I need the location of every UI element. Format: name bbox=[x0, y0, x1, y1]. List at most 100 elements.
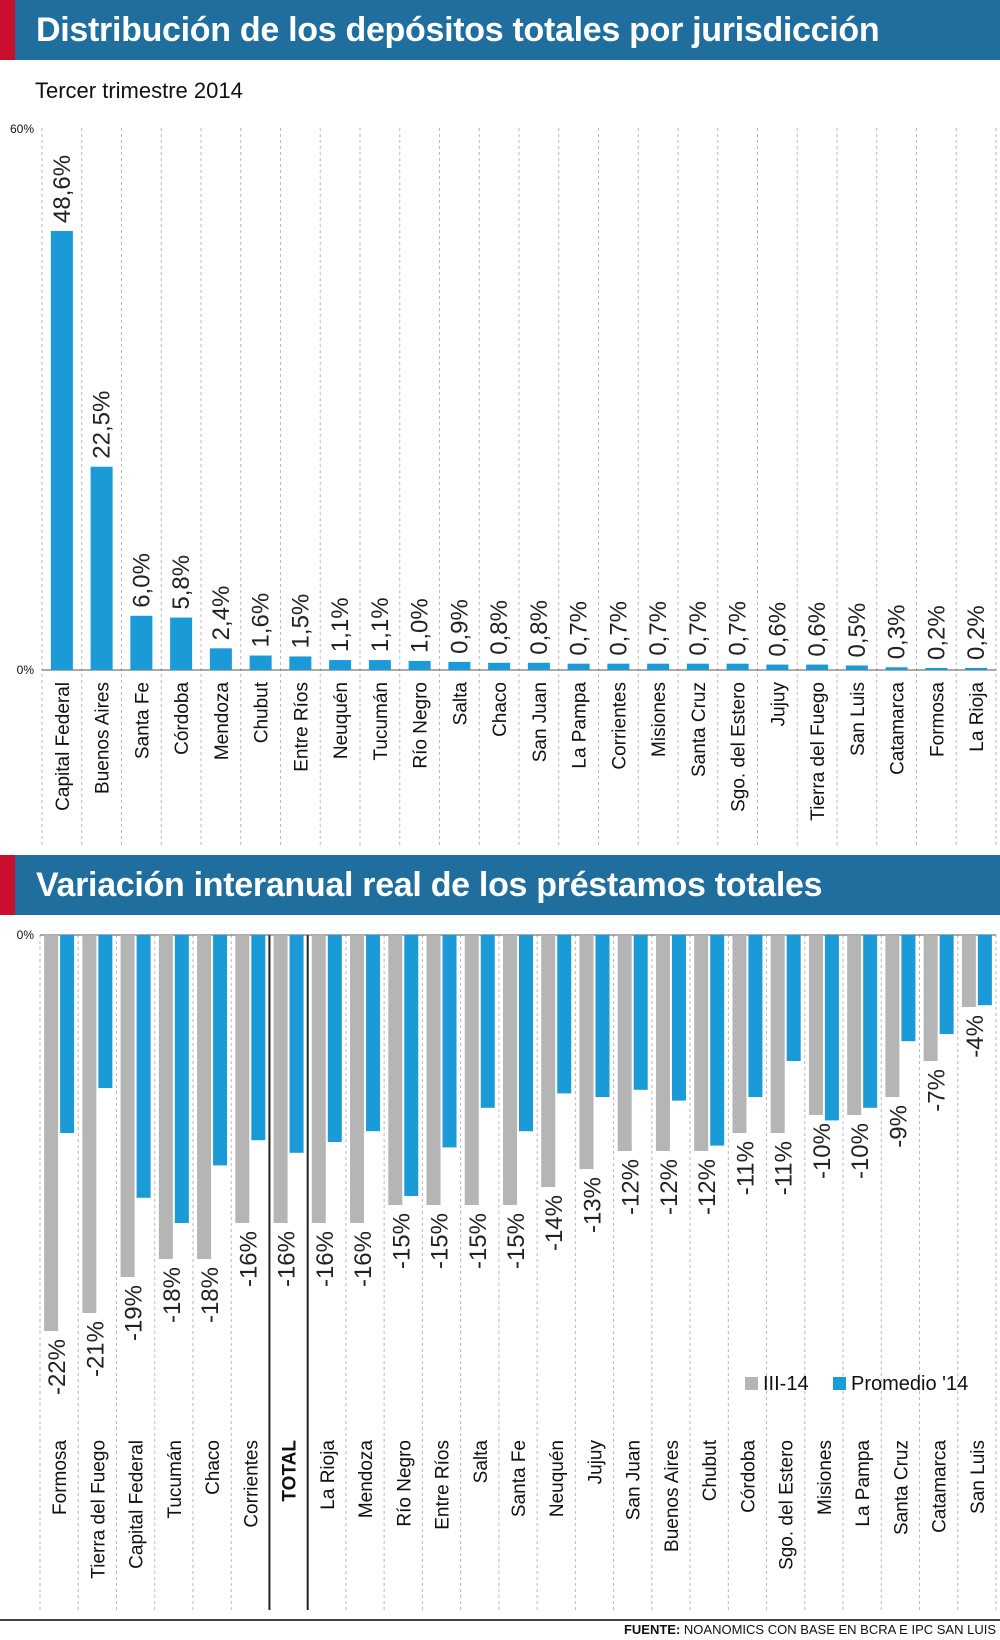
deposit-bar-formosa bbox=[925, 668, 948, 670]
loan-category-label: Tierra del Fuego bbox=[88, 1440, 109, 1579]
deposit-bar-santa-cruz bbox=[686, 663, 709, 670]
deposit-value-label: 5,8% bbox=[168, 555, 195, 610]
loan-category-label: Neuquén bbox=[547, 1440, 568, 1517]
loan-category-label: Sgo. del Estero bbox=[777, 1440, 798, 1570]
header-accent-bar bbox=[0, 855, 15, 915]
deposit-category-label: Tucumán bbox=[371, 682, 392, 761]
deposit-category-label: San Luis bbox=[848, 682, 869, 756]
loan-value-label: -18% bbox=[159, 1267, 186, 1323]
loan-category-label: Chaco bbox=[203, 1440, 224, 1495]
deposit-bar-catamarca bbox=[885, 667, 908, 670]
iii14-bar-san-luis bbox=[961, 935, 976, 1007]
deposit-bar-entre-rios bbox=[289, 656, 312, 670]
iii14-bar-sgo-del-estero bbox=[770, 935, 785, 1133]
deposit-category-label: Entre Ríos bbox=[291, 682, 312, 772]
deposits-header-banner: Distribución de los depósitos totales po… bbox=[0, 0, 1000, 60]
promedio-bar-san-juan bbox=[633, 935, 648, 1090]
promedio-bar-catamarca bbox=[939, 935, 954, 1034]
deposit-bar-chaco bbox=[488, 662, 511, 670]
promedio-bar-cordoba bbox=[748, 935, 763, 1097]
deposit-category-label: Capital Federal bbox=[53, 682, 74, 811]
loan-category-label: Corrientes bbox=[241, 1440, 262, 1528]
loan-category-label: San Luis bbox=[968, 1440, 989, 1514]
legend-swatch-promedio bbox=[833, 1377, 846, 1390]
iii14-bar-entre-rios bbox=[426, 935, 441, 1205]
loan-category-label: Córdoba bbox=[738, 1440, 759, 1513]
deposit-bar-buenos-aires bbox=[90, 466, 113, 670]
deposit-value-label: 0,6% bbox=[764, 602, 791, 657]
loan-value-label: -7% bbox=[924, 1069, 951, 1112]
deposit-category-label: Catamarca bbox=[888, 682, 909, 775]
deposit-value-label: 1,0% bbox=[407, 598, 434, 653]
header-accent-bar bbox=[0, 0, 15, 60]
iii14-bar-cordoba bbox=[732, 935, 747, 1133]
iii14-bar-capital-federal bbox=[120, 935, 135, 1277]
promedio-bar-neuquen bbox=[557, 935, 572, 1094]
legend-label-promedio: Promedio '14 bbox=[851, 1373, 968, 1395]
loan-category-label: Chubut bbox=[700, 1439, 721, 1501]
promedio-bar-la-pampa bbox=[863, 935, 878, 1108]
deposit-value-label: 22,5% bbox=[89, 391, 116, 459]
deposit-value-label: 0,7% bbox=[605, 601, 632, 656]
deposit-bar-tierra-del-fuego bbox=[806, 664, 829, 670]
loan-value-label: -12% bbox=[618, 1159, 645, 1215]
deposit-value-label: 1,6% bbox=[248, 593, 275, 648]
source-text: NOANOMICS CON BASE EN BCRA E IPC SAN LUI… bbox=[683, 1622, 996, 1637]
deposit-category-label: Salta bbox=[450, 682, 471, 726]
deposit-category-label: Mendoza bbox=[212, 682, 233, 761]
loan-category-label: La Pampa bbox=[853, 1440, 874, 1527]
iii14-bar-rio-negro bbox=[388, 935, 403, 1205]
deposit-bar-rio-negro bbox=[408, 660, 431, 670]
deposit-value-label: 0,2% bbox=[963, 605, 990, 660]
loan-value-label: -9% bbox=[885, 1105, 912, 1148]
deposit-value-label: 1,1% bbox=[367, 597, 394, 652]
loan-category-label: Misiones bbox=[815, 1440, 836, 1515]
loan-value-label: -12% bbox=[694, 1159, 721, 1215]
promedio-bar-chubut bbox=[710, 935, 725, 1146]
loan-category-label: Tucumán bbox=[165, 1440, 186, 1519]
iii14-bar-salta bbox=[464, 935, 479, 1205]
promedio-bar-capital-federal bbox=[136, 935, 151, 1198]
iii14-bar-la-pampa bbox=[847, 935, 862, 1115]
promedio-bar-rio-negro bbox=[404, 935, 419, 1196]
deposit-bar-corrientes bbox=[607, 663, 630, 670]
loan-value-label: -12% bbox=[656, 1159, 683, 1215]
source-label: FUENTE: bbox=[623, 1622, 681, 1637]
deposit-bar-la-rioja bbox=[965, 668, 988, 670]
deposit-category-label: Santa Cruz bbox=[689, 682, 710, 777]
iii14-bar-santa-fe bbox=[503, 935, 517, 1205]
y-tick-label: 0% bbox=[17, 663, 35, 677]
loans-header-banner: Variación interanual real de los préstam… bbox=[0, 855, 1000, 915]
deposits-chart-subtitle: Tercer trimestre 2014 bbox=[35, 78, 243, 103]
deposit-category-label: Corrientes bbox=[609, 682, 630, 770]
iii14-bar-buenos-aires bbox=[655, 935, 670, 1151]
loan-category-label: Salta bbox=[471, 1440, 492, 1484]
promedio-bar-san-luis bbox=[977, 935, 992, 1006]
deposit-category-label: Neuquén bbox=[331, 682, 352, 759]
deposit-category-label: Misiones bbox=[649, 682, 670, 757]
iii14-bar-formosa bbox=[44, 935, 59, 1331]
loan-category-label: Formosa bbox=[50, 1440, 71, 1515]
loan-value-label: -18% bbox=[197, 1267, 224, 1323]
deposit-value-label: 0,5% bbox=[844, 603, 871, 658]
promedio-bar-sgo-del-estero bbox=[786, 935, 801, 1061]
promedio-bar-buenos-aires bbox=[671, 935, 686, 1101]
iii14-bar-san-juan bbox=[617, 935, 632, 1151]
deposit-value-label: 0,7% bbox=[725, 601, 752, 656]
deposit-bar-neuquen bbox=[329, 660, 352, 670]
loan-category-label: Río Negro bbox=[394, 1440, 415, 1527]
promedio-bar-chaco bbox=[213, 935, 228, 1166]
deposit-value-label: 0,7% bbox=[685, 601, 712, 656]
iii14-bar-mendoza bbox=[350, 935, 365, 1223]
loan-value-label: -19% bbox=[121, 1285, 148, 1341]
loans-chart-title: Variación interanual real de los préstam… bbox=[36, 866, 823, 904]
iii14-bar-corrientes bbox=[235, 935, 250, 1223]
loan-category-label: Santa Fe bbox=[509, 1440, 530, 1517]
deposit-bar-chubut bbox=[249, 655, 272, 670]
iii14-bar-tierra-del-fuego bbox=[82, 935, 97, 1313]
iii14-bar-misiones bbox=[808, 935, 823, 1115]
deposit-category-label: La Pampa bbox=[570, 682, 591, 769]
deposit-category-label: Chubut bbox=[252, 681, 273, 743]
deposit-bar-misiones bbox=[647, 663, 670, 670]
promedio-bar-formosa bbox=[60, 935, 75, 1133]
